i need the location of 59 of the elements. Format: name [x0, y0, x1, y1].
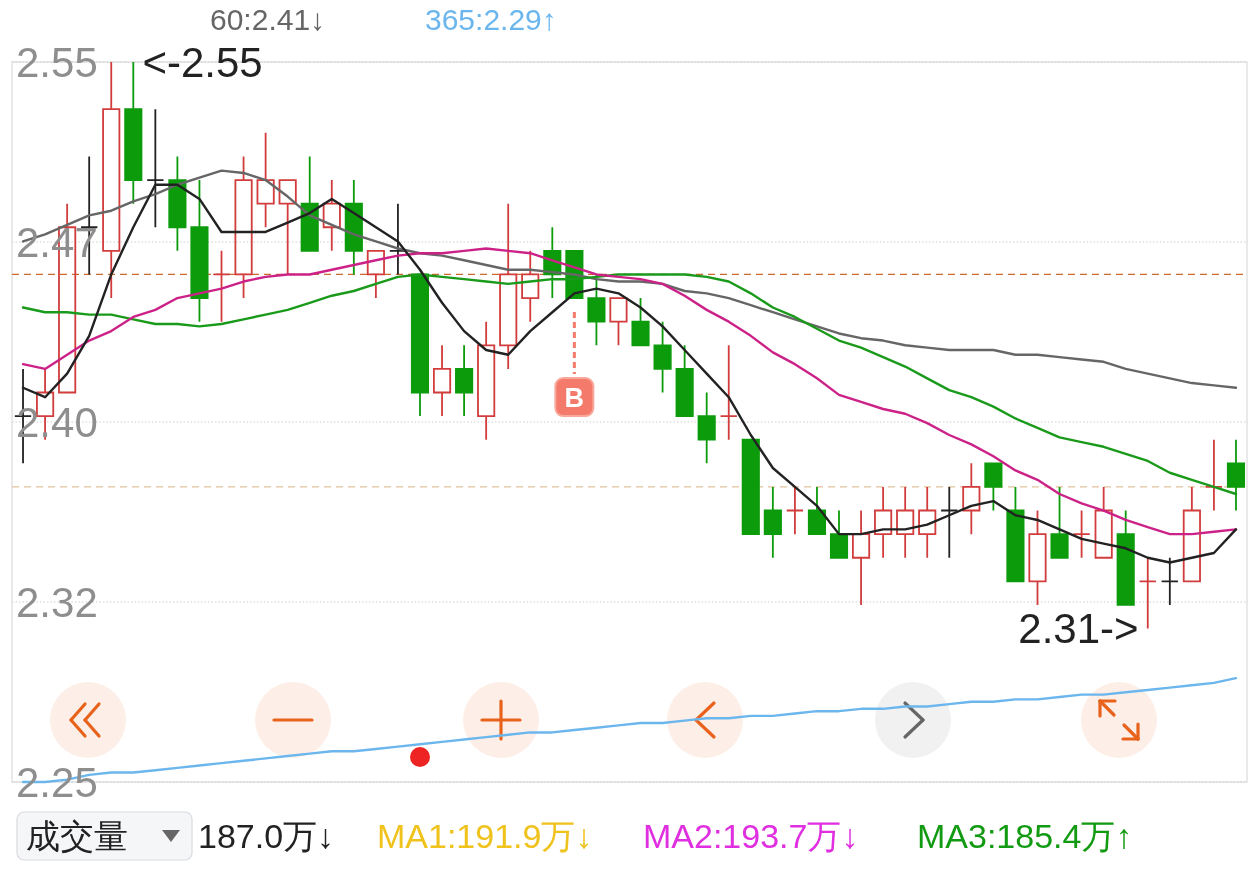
- text: 187.0万↓: [198, 817, 335, 855]
- candlestick: [1050, 486, 1069, 559]
- candlestick: [874, 486, 893, 559]
- candlestick: [763, 486, 782, 559]
- candlestick: [322, 179, 341, 252]
- candlestick: [168, 155, 187, 252]
- candlestick: [962, 462, 981, 536]
- candlestick: [653, 320, 672, 394]
- candlestick: [1226, 438, 1246, 512]
- candlestick: [1182, 486, 1201, 583]
- candlestick: [124, 61, 143, 205]
- candlestick: [631, 297, 650, 347]
- text: MA1:191.9万↓: [377, 817, 593, 855]
- candlestick: [477, 320, 496, 441]
- candlestick: [410, 273, 430, 417]
- candlestick: [1028, 509, 1047, 606]
- y-tick-label: 2.32: [16, 578, 98, 626]
- candlestick: [455, 344, 474, 417]
- candlestick: [697, 391, 716, 465]
- candlestick: [102, 61, 121, 299]
- y-tick-label: 2.55: [16, 38, 98, 86]
- candlestick: [190, 179, 209, 323]
- candlestick: [896, 486, 915, 559]
- candlestick: [344, 179, 363, 276]
- candlestick: [918, 486, 937, 559]
- candlestick: [234, 155, 253, 299]
- text: 成交量: [26, 817, 128, 855]
- text: MA2:193.7万↓: [643, 817, 859, 855]
- text: MA3:185.4万↑: [917, 817, 1133, 855]
- text: 365:2.29↑: [425, 3, 557, 36]
- candlestick: [366, 249, 385, 299]
- candlestick: [719, 344, 738, 441]
- candlestick: [675, 344, 694, 417]
- candlestick: [984, 462, 1003, 512]
- candlestick: [1094, 486, 1113, 559]
- annotation: <-2.55: [142, 38, 263, 86]
- candlestick: [300, 155, 319, 252]
- text: 60:2.41↓: [210, 3, 326, 36]
- candlestick: [432, 344, 452, 417]
- candlestick: [278, 179, 297, 276]
- candlestick: [852, 509, 871, 606]
- candlestick: [940, 486, 959, 559]
- candlestick: [499, 202, 518, 370]
- candlestick: [741, 438, 760, 536]
- candlestick: [256, 131, 275, 229]
- candlestick: [521, 249, 540, 323]
- candlestick: [807, 486, 827, 536]
- candlestick: [212, 249, 231, 323]
- candlestick: [609, 297, 628, 347]
- candlestick: [1138, 556, 1157, 630]
- candlestick: [1204, 438, 1223, 512]
- candlestick: [1116, 509, 1135, 606]
- candlestick: [388, 202, 407, 276]
- candlestick: [829, 509, 849, 559]
- candlestick: [1006, 486, 1025, 583]
- annotation: B: [564, 383, 585, 414]
- annotation: 2.31->: [1018, 605, 1139, 653]
- candlestick: [1072, 509, 1091, 559]
- candlestick: [785, 486, 804, 536]
